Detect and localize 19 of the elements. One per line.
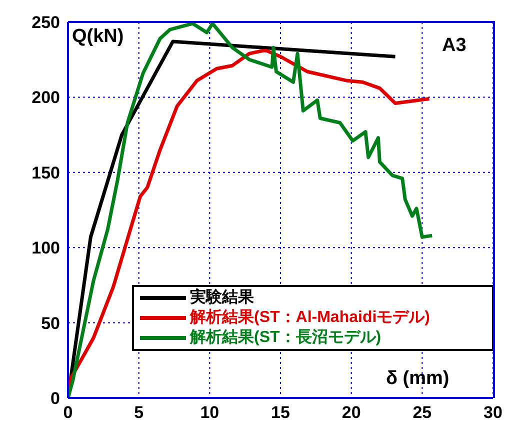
y-tick-label: 100 (32, 238, 60, 258)
x-tick-label: 30 (484, 403, 502, 422)
x-tick-label: 25 (412, 403, 432, 422)
legend-label: 解析結果(ST：Al-Mahaidiモデル) (190, 308, 430, 328)
y-tick-label: 150 (32, 163, 60, 182)
x-tick-label: 10 (200, 403, 220, 422)
x-tick-label: 20 (342, 403, 361, 422)
x-tick-label: 0 (63, 403, 73, 422)
legend-label: 解析結果(ST：長沼モデル) (190, 328, 382, 348)
x-axis-title: δ (mm) (386, 368, 450, 390)
y-axis-title: Q(kN) (72, 26, 124, 48)
y-tick-label: 50 (41, 314, 60, 333)
x-tick-label: 15 (271, 403, 290, 422)
y-tick-label: 200 (32, 88, 60, 108)
legend-label: 実験結果 (190, 288, 254, 308)
y-tick-label: 250 (32, 13, 60, 32)
x-tick-label: 5 (134, 403, 144, 422)
y-tick-label: 0 (50, 389, 60, 408)
annotation: A3 (442, 35, 466, 57)
